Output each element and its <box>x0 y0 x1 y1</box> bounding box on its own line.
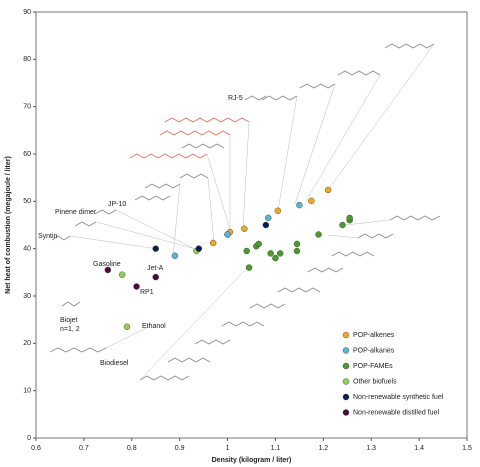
annotation: RJ-5 <box>228 95 243 102</box>
data-point <box>277 250 284 257</box>
x-tick-label: 0.7 <box>79 445 89 452</box>
x-axis-label: Density (kilogram / liter) <box>212 457 292 464</box>
legend-swatch <box>342 362 350 370</box>
y-tick-label: 50 <box>23 198 31 205</box>
molecule-drawings <box>49 43 441 381</box>
annotation: RP1 <box>140 289 154 296</box>
data-point <box>274 207 282 215</box>
leader-lines <box>69 43 435 381</box>
annotation: Biodiesel <box>100 360 129 367</box>
data-point <box>152 273 159 281</box>
annotation: Jet-A <box>147 265 164 272</box>
y-tick-label: 40 <box>23 246 31 253</box>
data-point <box>152 245 159 252</box>
y-tick-label: 10 <box>23 388 31 395</box>
x-tick-label: 1 <box>226 445 230 452</box>
data-point <box>104 266 112 274</box>
legend-swatch <box>342 331 350 339</box>
legend-swatch <box>342 409 350 416</box>
data-point <box>245 264 253 271</box>
legend-label: Other biofuels <box>353 378 397 385</box>
x-tick-label: 1.1 <box>271 445 281 452</box>
y-tick-label: 70 <box>23 104 31 111</box>
annotation: Syntin <box>38 233 58 240</box>
data-point <box>133 283 140 290</box>
y-axis-label: Net heat of combustion (megajoule / lite… <box>5 156 12 294</box>
legend-swatch <box>342 378 350 385</box>
x-tick-label: 1.5 <box>462 445 472 452</box>
annotation: Ethanol <box>142 323 166 330</box>
data-point <box>315 231 322 238</box>
x-tick-label: 0.9 <box>175 445 185 452</box>
data-point <box>293 240 301 248</box>
data-point <box>255 240 262 248</box>
y-tick-label: 60 <box>23 151 31 158</box>
y-tick-label: 0 <box>27 435 31 442</box>
data-point <box>123 323 131 330</box>
annotation: Gasoline <box>93 261 121 268</box>
y-tick-label: 80 <box>23 56 31 63</box>
data-point <box>296 201 303 209</box>
annotation: Biojet <box>60 317 78 324</box>
data-point <box>293 247 301 255</box>
data-point <box>195 245 203 252</box>
data-point <box>118 271 126 278</box>
annotation: n=1, 2 <box>60 326 80 333</box>
data-point <box>346 214 353 222</box>
data-point <box>262 221 270 229</box>
data-point <box>272 254 279 262</box>
data-point <box>308 197 315 205</box>
x-tick-label: 1.4 <box>414 445 424 452</box>
legend-label: POP-alkenes <box>353 332 395 339</box>
data-point <box>243 247 250 255</box>
legend-swatch <box>342 347 350 354</box>
x-tick-label: 0.8 <box>127 445 137 452</box>
x-tick-label: 0.6 <box>31 445 41 452</box>
x-tick-label: 1.3 <box>366 445 376 452</box>
y-tick-label: 90 <box>23 9 31 16</box>
data-point <box>224 231 231 238</box>
annotation: Pinene dimer <box>55 209 97 216</box>
plot-frame <box>35 11 468 439</box>
data-point <box>209 239 217 247</box>
data-point <box>339 221 346 229</box>
data-point <box>241 225 248 232</box>
legend-swatch <box>342 393 350 401</box>
data-point <box>267 250 274 257</box>
legend-label: POP-FAMEs <box>353 363 393 370</box>
legend-label: Non-renewable distilled fuel <box>353 409 439 416</box>
legend-label: Non-renewable synthetic fuel <box>353 394 444 401</box>
data-point <box>171 252 179 259</box>
data-point <box>265 214 272 222</box>
y-tick-label: 30 <box>23 293 31 300</box>
annotation: JP-10 <box>108 201 126 208</box>
x-tick-label: 1.2 <box>318 445 328 452</box>
legend-label: POP-alkanes <box>353 347 395 354</box>
y-tick-label: 20 <box>23 340 31 347</box>
data-point <box>324 186 332 194</box>
